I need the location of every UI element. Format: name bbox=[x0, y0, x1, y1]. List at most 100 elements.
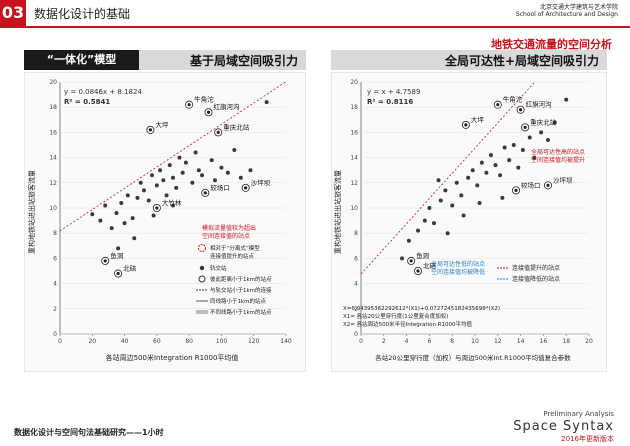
x-tick-label: 2 bbox=[382, 338, 386, 345]
y-tick-label: 10 bbox=[49, 205, 57, 212]
x-tick-label: 100 bbox=[216, 338, 228, 345]
annotation-line-2: 空间连接值的站点 bbox=[202, 232, 250, 240]
data-point bbox=[130, 216, 135, 221]
model-tag: “一体化”模型 bbox=[24, 50, 139, 70]
station-point-core bbox=[519, 108, 523, 112]
station-point-core bbox=[155, 206, 159, 210]
data-point bbox=[135, 195, 140, 200]
data-point bbox=[477, 200, 482, 205]
left-panel-header: “一体化”模型 基于局域空间吸引力 bbox=[24, 50, 306, 70]
y-tick-label: 8 bbox=[354, 230, 358, 237]
data-point bbox=[232, 148, 237, 153]
school-name-en: School of Architecture and Design bbox=[515, 11, 618, 18]
data-point bbox=[545, 137, 550, 142]
top-bar: 03 数据化设计的基础 北京交通大学建筑与艺术学院 School of Arch… bbox=[0, 0, 630, 26]
data-point bbox=[190, 180, 195, 185]
data-point bbox=[507, 158, 512, 163]
data-point bbox=[109, 226, 114, 231]
x-tick-label: 0 bbox=[58, 338, 62, 345]
y-tick-label: 18 bbox=[49, 104, 57, 111]
data-point bbox=[146, 198, 151, 203]
y-tick-label: 20 bbox=[49, 79, 57, 86]
data-point bbox=[212, 178, 217, 183]
y-tick-label: 4 bbox=[354, 281, 358, 288]
preliminary-label: Preliminary Analysis bbox=[543, 410, 614, 418]
data-point bbox=[193, 150, 198, 155]
station-label: 鱼洞 bbox=[110, 251, 124, 260]
y-tick-label: 10 bbox=[350, 205, 358, 212]
x-tick-label: 16 bbox=[540, 338, 548, 345]
y-tick-label: 20 bbox=[350, 79, 358, 86]
data-point bbox=[400, 256, 405, 261]
data-point bbox=[479, 160, 484, 165]
right-chart: 0 2 4 6 8 10 12 14 16 18 20 0 2 4 6 8 10 12 14 16 18 20 牛角沱 红旗… bbox=[330, 71, 608, 373]
data-point bbox=[493, 163, 498, 168]
school-name-cn: 北京交通大学建筑与艺术学院 bbox=[539, 4, 618, 11]
data-point bbox=[98, 218, 103, 223]
annotation-line-1: 模拟流量值较为超出 bbox=[202, 224, 256, 232]
data-point bbox=[500, 195, 505, 200]
data-point bbox=[498, 173, 503, 178]
data-point bbox=[114, 211, 119, 216]
data-point bbox=[484, 170, 489, 175]
right-panel-header: 全局可达性+局域空间吸引力 bbox=[331, 50, 607, 70]
data-point bbox=[527, 135, 532, 140]
left-chart: 0 20 40 60 80 100 120 140 0 2 4 6 8 10 12 14 16 18 20 牛角沱红… bbox=[23, 71, 307, 373]
annotation-bottom-1: 全局可达性低的站点 bbox=[431, 260, 485, 268]
legend-item-7: 不同线路小于1km的站点 bbox=[210, 308, 272, 316]
station-label: 牛角沱 bbox=[503, 95, 523, 104]
station-label: 红旗河沟 bbox=[214, 102, 240, 111]
data-point bbox=[466, 175, 471, 180]
data-point bbox=[122, 221, 127, 226]
station-point-core bbox=[416, 269, 420, 273]
annotation-top-1: 全局可达性高的站点 bbox=[531, 148, 585, 156]
data-point bbox=[238, 175, 243, 180]
formula-line-2: X1= 各站20公里穿行度(1公里复合度加权) bbox=[343, 312, 448, 320]
brand-logo: Space Syntax bbox=[513, 419, 614, 434]
chart-frame bbox=[23, 71, 307, 373]
section-title: 数据化设计的基础 bbox=[34, 7, 131, 21]
station-point-core bbox=[496, 103, 500, 107]
data-point bbox=[154, 183, 159, 188]
y-tick-label: 0 bbox=[354, 331, 358, 338]
data-point bbox=[200, 173, 205, 178]
data-point bbox=[532, 155, 537, 160]
station-point-core bbox=[216, 130, 220, 134]
x-tick-label: 12 bbox=[494, 338, 502, 345]
station-point-core bbox=[514, 188, 518, 192]
data-point bbox=[171, 203, 175, 208]
x-tick-label: 6 bbox=[427, 338, 431, 345]
y-tick-label: 0 bbox=[53, 331, 57, 338]
data-point bbox=[552, 120, 557, 125]
station-label: 鱼洞 bbox=[416, 251, 430, 260]
station-label: 大坪 bbox=[471, 115, 485, 124]
station-point-core bbox=[148, 128, 152, 132]
legend-item-4: 彼此距离小于1km的站点 bbox=[210, 275, 272, 283]
data-point bbox=[225, 170, 230, 175]
legend-marker-station bbox=[199, 265, 205, 271]
data-point bbox=[445, 231, 450, 236]
trend-r2: R² = 0.5841 bbox=[64, 98, 110, 106]
x-tick-label: 18 bbox=[562, 338, 570, 345]
data-point bbox=[151, 213, 156, 218]
x-tick-label: 4 bbox=[405, 338, 409, 345]
data-point bbox=[264, 100, 269, 105]
data-point bbox=[511, 143, 516, 147]
station-point-core bbox=[244, 186, 248, 190]
data-point bbox=[406, 238, 411, 243]
y-tick-label: 14 bbox=[350, 155, 358, 162]
data-point bbox=[461, 213, 466, 218]
trend-r2: R² = 0.8116 bbox=[367, 98, 413, 106]
station-point-core bbox=[409, 259, 413, 263]
station-label: 北碚 bbox=[423, 261, 437, 270]
x-tick-label: 80 bbox=[185, 338, 193, 345]
data-point bbox=[167, 163, 172, 168]
station-label: 重庆北站 bbox=[223, 122, 250, 131]
data-point bbox=[125, 193, 130, 198]
data-point bbox=[164, 193, 169, 198]
formula-line-1: X=6.94395362292612*(X1)+0.07272451824356… bbox=[343, 306, 500, 312]
left-panel-heading: 基于局域空间吸引力 bbox=[189, 54, 298, 68]
data-point bbox=[183, 160, 188, 165]
y-axis-label: 重构地铁站进出站旅客流量 bbox=[27, 170, 36, 254]
legend-up: 连接值提升的站点 bbox=[512, 264, 560, 272]
